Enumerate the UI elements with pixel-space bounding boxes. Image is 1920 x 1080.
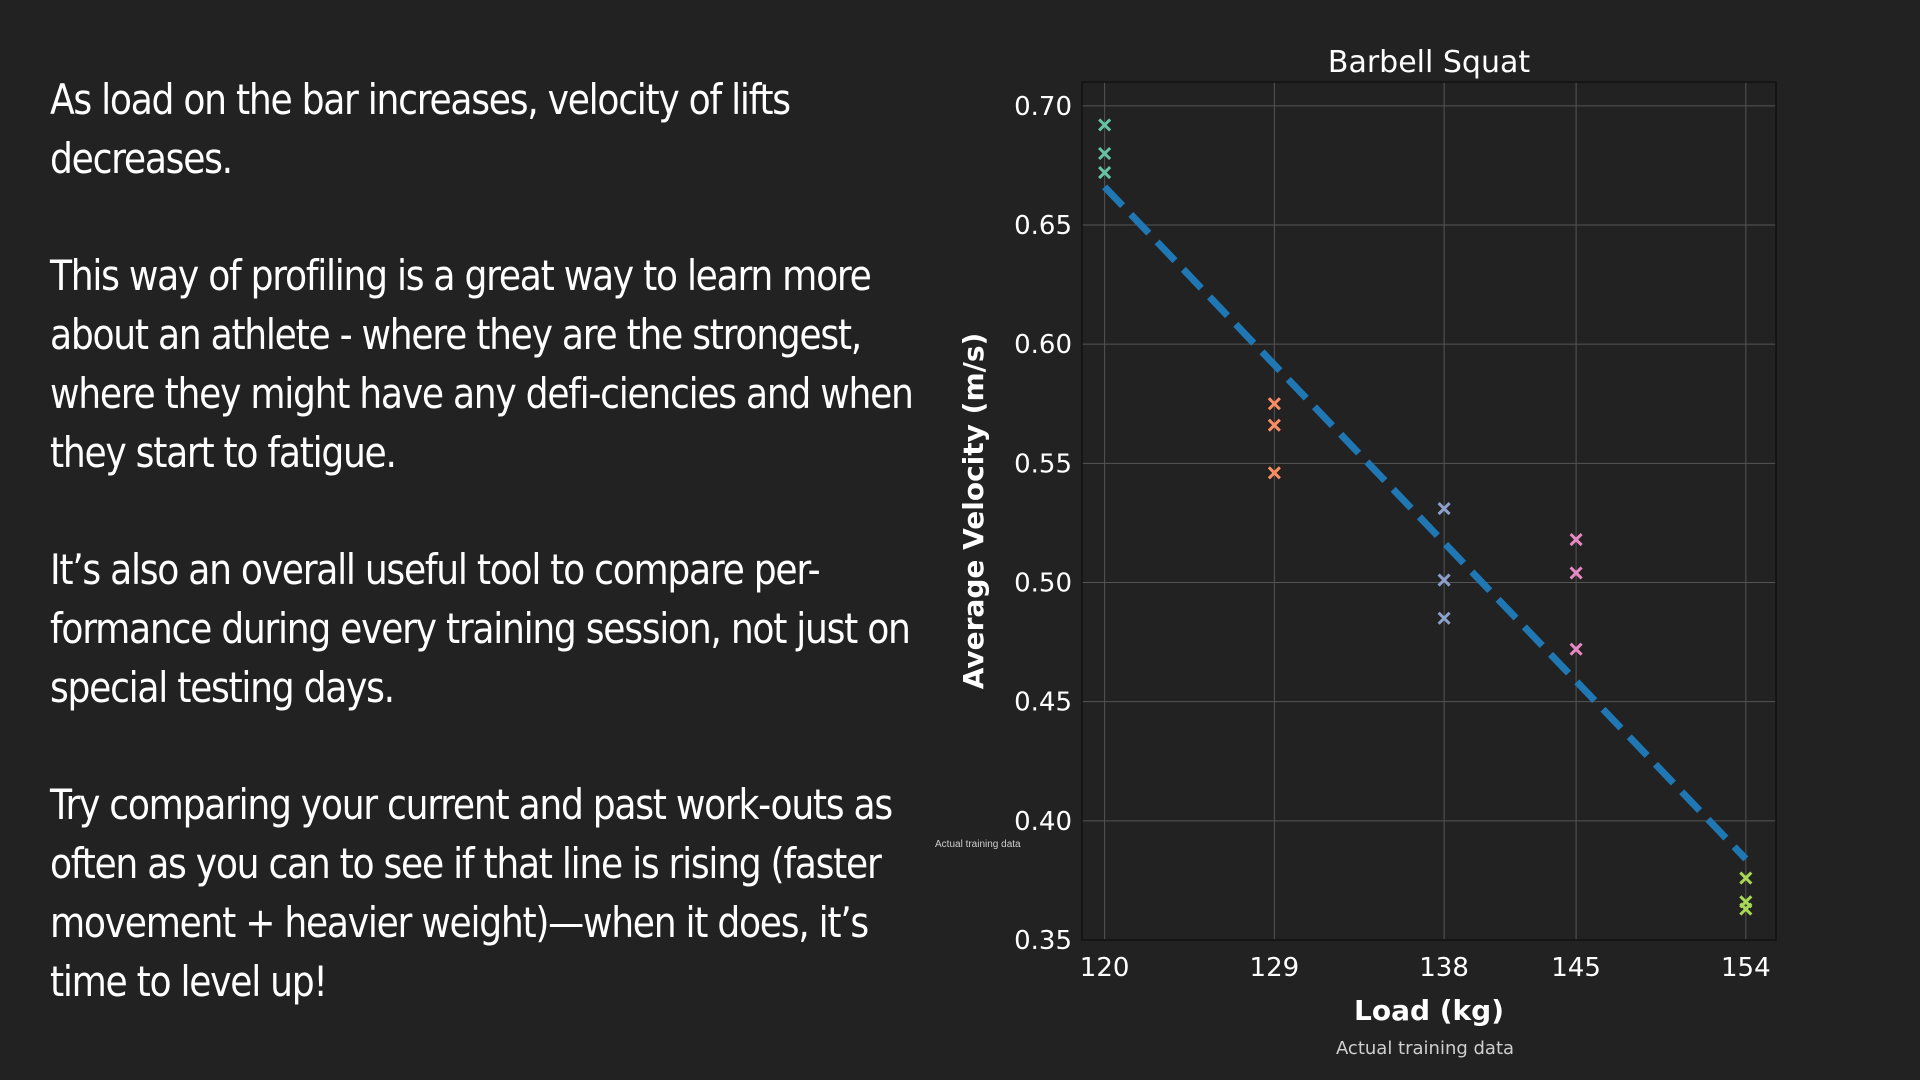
- data-point-stroke: [1739, 902, 1753, 916]
- data-point-stroke: [1437, 611, 1451, 625]
- x-tick-labels: 120 129 138 145 154: [1080, 953, 1771, 983]
- y-tick-label: 0.70: [1014, 92, 1072, 122]
- data-point: [1267, 418, 1281, 432]
- data-point: [1098, 166, 1112, 180]
- data-point-stroke: [1098, 166, 1112, 180]
- x-tick-label: 129: [1250, 953, 1300, 983]
- y-tick-label: 0.35: [1014, 926, 1072, 956]
- y-axis-label: Average Velocity (m/s): [957, 333, 990, 690]
- x-axis-label: Load (kg): [1354, 994, 1504, 1027]
- x-tick-label: 154: [1721, 953, 1771, 983]
- points-layer: [1098, 118, 1753, 916]
- data-point: [1569, 566, 1583, 580]
- data-point-stroke: [1267, 418, 1281, 432]
- x-tick-label: 138: [1419, 953, 1469, 983]
- data-point-stroke: [1267, 397, 1281, 411]
- data-point-stroke: [1098, 146, 1112, 161]
- small-caption: Actual training data: [935, 839, 1021, 850]
- data-point-stroke: [1098, 118, 1112, 132]
- grid-layer: [1082, 82, 1776, 941]
- data-point-stroke: [1267, 466, 1281, 480]
- y-tick-label: 0.60: [1014, 330, 1072, 360]
- y-tick-label: 0.65: [1014, 211, 1072, 241]
- y-tick-label: 0.55: [1014, 449, 1072, 479]
- paragraph-1: As load on the bar increases, velocity o…: [50, 75, 791, 183]
- scatter-chart: 0.700.650.600.550.500.450.400.35 120 129 1…: [957, 45, 1777, 1059]
- data-point: [1739, 902, 1753, 916]
- y-tick-label: 0.40: [1014, 807, 1072, 837]
- data-point-stroke: [1569, 566, 1583, 580]
- chart-caption: Actual training data: [1336, 1038, 1514, 1059]
- trend-line: [1102, 184, 1749, 862]
- y-tick-labels: 0.70 0.65 0.60 0.55 0.50 0.45 0.40 0.35: [1014, 92, 1072, 956]
- paragraph-2: This way of profiling is a great way to …: [50, 251, 914, 477]
- y-tick-label: 0.45: [1014, 688, 1072, 718]
- data-point-stroke: [1437, 502, 1451, 516]
- paragraph-4: Try comparing your current and past work…: [50, 780, 893, 1006]
- data-point: [1437, 573, 1451, 587]
- data-point-stroke: [1569, 533, 1583, 547]
- data-point: [1437, 502, 1451, 516]
- data-point: [1437, 611, 1451, 625]
- data-point: [1739, 871, 1753, 885]
- text-panel: As load on the bar increases, velocity o…: [50, 70, 940, 1069]
- data-point: [1569, 642, 1583, 656]
- data-point: [1267, 397, 1281, 411]
- chart-container: 0.70 0.65 0.60 0.55 0.50 0.45 0.40 0.35 120 129 1…: [950, 30, 1800, 1070]
- trend-layer: [1102, 184, 1749, 862]
- data-point-stroke: [1437, 573, 1451, 587]
- data-point: [1569, 533, 1583, 547]
- chart-title: Barbell Squat: [1328, 45, 1530, 80]
- plot-frame: [1081, 81, 1777, 941]
- x-tick-label: 120: [1080, 953, 1130, 983]
- data-point: [1098, 118, 1112, 132]
- data-point-stroke: [1569, 642, 1583, 656]
- x-tick-label: 145: [1551, 953, 1601, 983]
- data-point: [1098, 146, 1112, 161]
- data-point: [1267, 466, 1281, 480]
- paragraph-3: It’s also an overall useful tool to comp…: [50, 545, 911, 712]
- data-point-stroke: [1739, 871, 1753, 885]
- y-tick-label: 0.50: [1014, 569, 1072, 599]
